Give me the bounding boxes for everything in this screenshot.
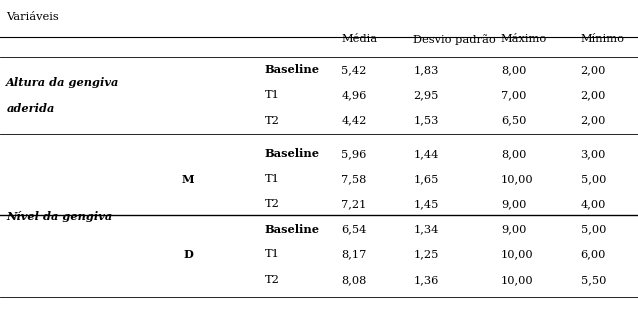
Text: 1,36: 1,36 xyxy=(413,275,439,285)
Text: 2,00: 2,00 xyxy=(581,65,606,75)
Text: 5,96: 5,96 xyxy=(341,149,367,159)
Text: Baseline: Baseline xyxy=(265,64,320,76)
Text: 6,50: 6,50 xyxy=(501,116,526,126)
Text: D: D xyxy=(183,249,193,260)
Text: T1: T1 xyxy=(265,90,279,100)
Text: 1,25: 1,25 xyxy=(413,249,439,259)
Text: aderida: aderida xyxy=(6,103,55,114)
Text: Baseline: Baseline xyxy=(265,224,320,235)
Text: Baseline: Baseline xyxy=(265,148,320,160)
Text: 2,95: 2,95 xyxy=(413,90,439,100)
Text: 10,00: 10,00 xyxy=(501,275,533,285)
Text: 5,00: 5,00 xyxy=(581,174,606,184)
Text: Altura da gengiva: Altura da gengiva xyxy=(6,77,120,88)
Text: 8,08: 8,08 xyxy=(341,275,367,285)
Text: 4,96: 4,96 xyxy=(341,90,367,100)
Text: 10,00: 10,00 xyxy=(501,174,533,184)
Text: Desvio padrão: Desvio padrão xyxy=(413,34,496,45)
Text: Média: Média xyxy=(341,34,378,44)
Text: 2,00: 2,00 xyxy=(581,116,606,126)
Text: 9,00: 9,00 xyxy=(501,199,526,209)
Text: 10,00: 10,00 xyxy=(501,249,533,259)
Text: T2: T2 xyxy=(265,199,279,209)
Text: 7,00: 7,00 xyxy=(501,90,526,100)
Text: T2: T2 xyxy=(265,275,279,285)
Text: Nível da gengiva: Nível da gengiva xyxy=(6,211,113,222)
Text: 3,00: 3,00 xyxy=(581,149,606,159)
Text: 5,42: 5,42 xyxy=(341,65,367,75)
Text: T2: T2 xyxy=(265,116,279,126)
Text: 6,00: 6,00 xyxy=(581,249,606,259)
Text: 7,58: 7,58 xyxy=(341,174,367,184)
Text: 8,00: 8,00 xyxy=(501,65,526,75)
Text: 6,54: 6,54 xyxy=(341,224,367,234)
Text: 1,83: 1,83 xyxy=(413,65,439,75)
Text: 4,00: 4,00 xyxy=(581,199,606,209)
Text: 1,45: 1,45 xyxy=(413,199,439,209)
Text: T1: T1 xyxy=(265,249,279,259)
Text: Máximo: Máximo xyxy=(501,34,547,44)
Text: 1,34: 1,34 xyxy=(413,224,439,234)
Text: T1: T1 xyxy=(265,174,279,184)
Text: 8,17: 8,17 xyxy=(341,249,367,259)
Text: Mínimo: Mínimo xyxy=(581,34,625,44)
Text: 7,21: 7,21 xyxy=(341,199,367,209)
Text: 5,50: 5,50 xyxy=(581,275,606,285)
Text: 2,00: 2,00 xyxy=(581,90,606,100)
Text: 1,65: 1,65 xyxy=(413,174,439,184)
Text: 8,00: 8,00 xyxy=(501,149,526,159)
Text: 1,53: 1,53 xyxy=(413,116,439,126)
Text: M: M xyxy=(182,174,195,185)
Text: Variáveis: Variáveis xyxy=(6,12,59,22)
Text: 9,00: 9,00 xyxy=(501,224,526,234)
Text: 1,44: 1,44 xyxy=(413,149,439,159)
Text: 5,00: 5,00 xyxy=(581,224,606,234)
Text: 4,42: 4,42 xyxy=(341,116,367,126)
